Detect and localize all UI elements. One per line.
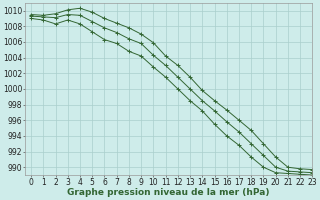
X-axis label: Graphe pression niveau de la mer (hPa): Graphe pression niveau de la mer (hPa) xyxy=(68,188,270,197)
